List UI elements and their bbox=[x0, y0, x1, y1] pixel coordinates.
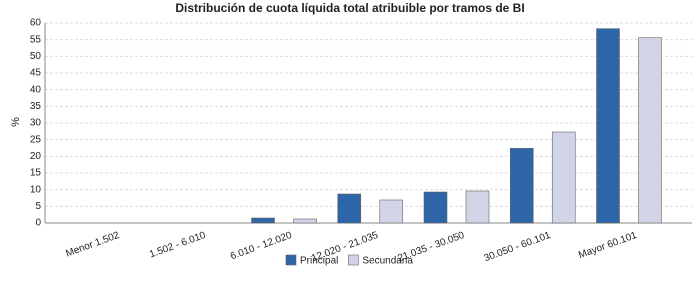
y-tick-label: 55 bbox=[30, 34, 42, 45]
chart-title: Distribución de cuota líquida total atri… bbox=[175, 1, 524, 15]
legend-swatch bbox=[285, 254, 297, 266]
x-tick-label: Mayor 60.101 bbox=[577, 230, 639, 261]
x-tick-label: 1.502 - 6.010 bbox=[148, 230, 208, 261]
bar bbox=[293, 218, 317, 224]
bar bbox=[251, 217, 275, 224]
y-tick-label: 35 bbox=[30, 101, 42, 112]
bar bbox=[337, 193, 362, 224]
y-axis-label: % bbox=[10, 117, 22, 127]
y-tick-label: 10 bbox=[30, 184, 42, 195]
bar bbox=[465, 190, 490, 224]
legend-label: Secundaria bbox=[362, 256, 413, 267]
y-tick-label: 50 bbox=[30, 51, 42, 62]
y-tick-label: 0 bbox=[35, 218, 41, 229]
y-tick-label: 60 bbox=[30, 18, 42, 29]
bar bbox=[509, 148, 534, 224]
y-tick-label: 40 bbox=[30, 84, 42, 95]
bar bbox=[596, 28, 620, 224]
y-tick-label: 45 bbox=[30, 68, 42, 79]
x-tick-label: Menor 1.502 bbox=[64, 230, 121, 260]
y-tick-label: 30 bbox=[30, 118, 42, 129]
y-tick-label: 25 bbox=[30, 134, 42, 145]
bar bbox=[638, 37, 662, 224]
bar bbox=[379, 199, 404, 224]
legend-swatch bbox=[348, 254, 359, 266]
y-tick-label: 15 bbox=[30, 168, 42, 179]
legend-label: Principal bbox=[300, 256, 338, 267]
x-tick-label: 30.050 - 60.101 bbox=[483, 230, 553, 264]
y-tick-label: 5 bbox=[35, 201, 41, 212]
x-tick-label: 6.010 - 12.020 bbox=[229, 230, 294, 263]
bar bbox=[551, 131, 576, 224]
bar bbox=[423, 191, 448, 224]
y-tick-label: 20 bbox=[30, 151, 42, 162]
